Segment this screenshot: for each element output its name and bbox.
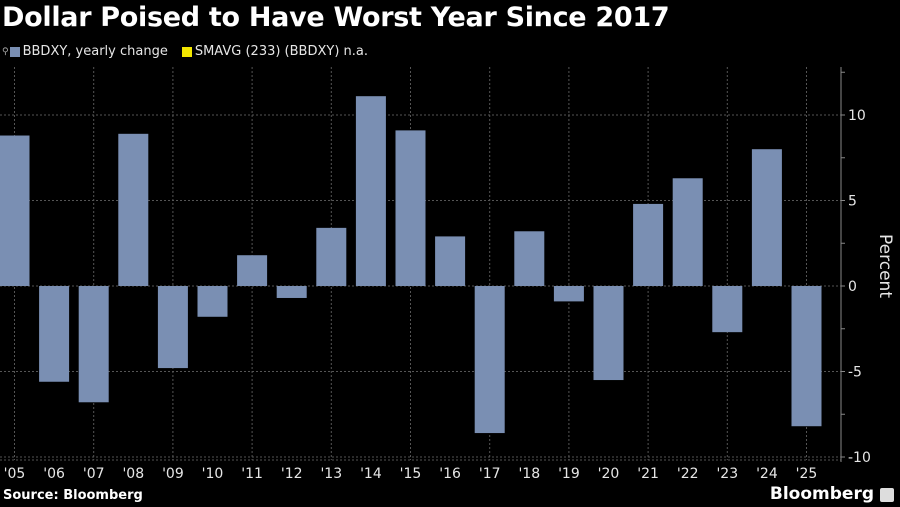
bar-05	[0, 135, 30, 286]
bar-18	[514, 231, 545, 286]
x-tick-label: '14	[360, 466, 382, 482]
y-tick-label: 10	[848, 108, 866, 124]
bar-06	[39, 286, 70, 382]
source-note: Source: Bloomberg	[3, 488, 143, 503]
bloomberg-icon	[880, 488, 894, 502]
x-tick-label: '05	[4, 466, 26, 482]
y-tick-label: 0	[848, 279, 857, 295]
x-tick-label: '24	[756, 466, 778, 482]
bar-15	[395, 130, 426, 286]
x-tick-label: '19	[558, 466, 580, 482]
x-tick-label: '15	[400, 466, 422, 482]
bar-23	[712, 286, 743, 333]
bar-19	[553, 286, 584, 302]
x-tick-label: '12	[281, 466, 303, 482]
x-tick-label: '22	[677, 466, 699, 482]
x-tick-label: '20	[598, 466, 620, 482]
bar-09	[157, 286, 188, 369]
bar-20	[593, 286, 624, 381]
legend-label-bbdxy: BBDXY, yearly change	[22, 44, 168, 59]
bar-11	[237, 255, 268, 286]
x-tick-label: '07	[83, 466, 105, 482]
x-tick-label: '08	[122, 466, 144, 482]
x-tick-label: '13	[320, 466, 342, 482]
y-axis-label: Percent	[875, 234, 895, 298]
bar-08	[118, 133, 149, 286]
x-tick-label: '21	[637, 466, 659, 482]
x-tick-label: '11	[241, 466, 263, 482]
bar-25	[791, 286, 822, 427]
bar-10	[197, 286, 228, 317]
x-tick-label: '18	[518, 466, 540, 482]
legend-label-smavg: SMAVG (233) (BBDXY) n.a.	[194, 44, 369, 59]
bar-17	[474, 286, 505, 434]
bar-12	[276, 286, 307, 298]
pin-icon: ⚲	[2, 46, 9, 57]
bar-24	[751, 149, 782, 286]
legend-swatch-smavg	[181, 46, 192, 57]
legend: ⚲ BBDXY, yearly change SMAVG (233) (BBDX…	[2, 44, 368, 59]
bar-22	[672, 178, 703, 286]
x-tick-label: '16	[439, 466, 461, 482]
x-tick-label: '06	[43, 466, 65, 482]
y-tick-label: -5	[848, 365, 862, 381]
bar-14	[355, 96, 386, 286]
bar-13	[316, 227, 347, 286]
y-tick-label: 5	[848, 194, 857, 210]
x-tick-label: '10	[202, 466, 224, 482]
bloomberg-logo: Bloomberg	[769, 484, 874, 504]
legend-swatch-bbdxy	[9, 46, 20, 57]
x-tick-label: '23	[716, 466, 738, 482]
x-tick-label: '17	[479, 466, 501, 482]
x-tick-label: '09	[162, 466, 184, 482]
bar-21	[633, 203, 664, 286]
x-tick-label: '25	[796, 466, 818, 482]
y-tick-label: -10	[848, 450, 871, 466]
bar-16	[435, 236, 466, 286]
bar-07	[78, 286, 109, 403]
chart-title: Dollar Poised to Have Worst Year Since 2…	[2, 2, 670, 33]
